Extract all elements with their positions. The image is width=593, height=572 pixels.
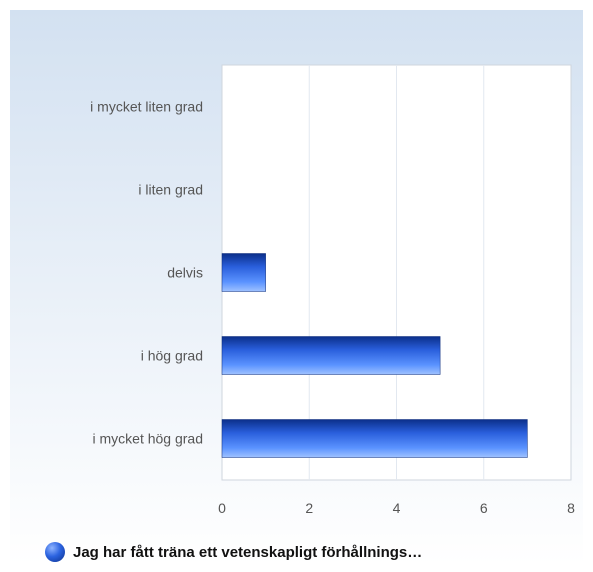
x-tick-label: 2 — [305, 500, 313, 516]
x-tick-label: 6 — [480, 500, 488, 516]
grid-lines — [308, 65, 485, 480]
y-category-label: i mycket liten grad — [90, 99, 203, 115]
y-category-label: delvis — [167, 265, 203, 281]
x-tick-label: 4 — [393, 500, 401, 516]
bar — [221, 253, 266, 292]
legend-label: Jag har fått träna ett vetenskapligt för… — [73, 543, 423, 561]
x-tick-label: 8 — [567, 500, 575, 516]
x-axis-ticks: 0 2 4 6 8 — [218, 500, 575, 516]
legend-swatch-circle-icon — [45, 542, 65, 562]
x-tick-label: 0 — [218, 500, 226, 516]
bar — [221, 336, 441, 375]
y-category-label: i mycket hög grad — [93, 431, 204, 447]
bar — [221, 419, 528, 458]
legend: Jag har fått träna ett vetenskapligt för… — [45, 542, 422, 562]
y-category-label: i hög grad — [141, 348, 203, 364]
y-axis-labels: i mycket liten grad i liten grad delvis i h… — [90, 99, 203, 447]
y-category-label: i liten grad — [138, 182, 203, 198]
bars — [221, 253, 528, 458]
